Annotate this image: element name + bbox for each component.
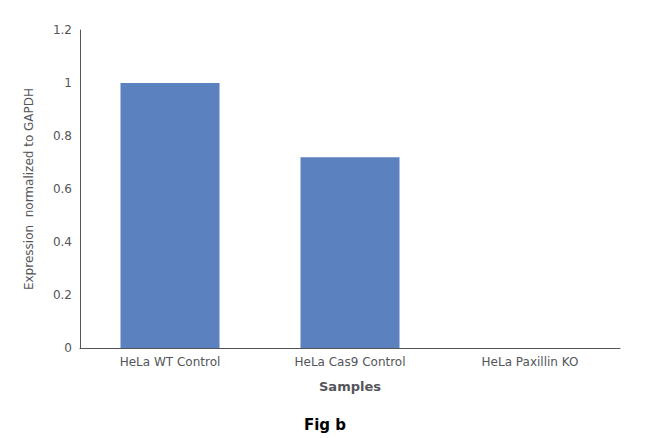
svg-text:HeLa Cas9 Control: HeLa Cas9 Control <box>294 355 405 369</box>
svg-text:0.4: 0.4 <box>53 235 72 249</box>
svg-text:1: 1 <box>64 76 72 90</box>
svg-text:0.2: 0.2 <box>53 288 72 302</box>
svg-text:Expression normalized to GAPD: Expression normalized to GAPDH <box>22 88 36 290</box>
svg-text:0: 0 <box>64 341 72 355</box>
svg-text:Samples: Samples <box>319 379 381 394</box>
svg-text:0.8: 0.8 <box>53 129 72 143</box>
svg-text:HeLa WT Control: HeLa WT Control <box>120 355 221 369</box>
svg-text:1.2: 1.2 <box>53 23 72 37</box>
svg-text:0.6: 0.6 <box>53 182 72 196</box>
svg-text:HeLa Paxillin KO: HeLa Paxillin KO <box>482 355 579 369</box>
svg-text:Fig b: Fig b <box>304 416 346 434</box>
